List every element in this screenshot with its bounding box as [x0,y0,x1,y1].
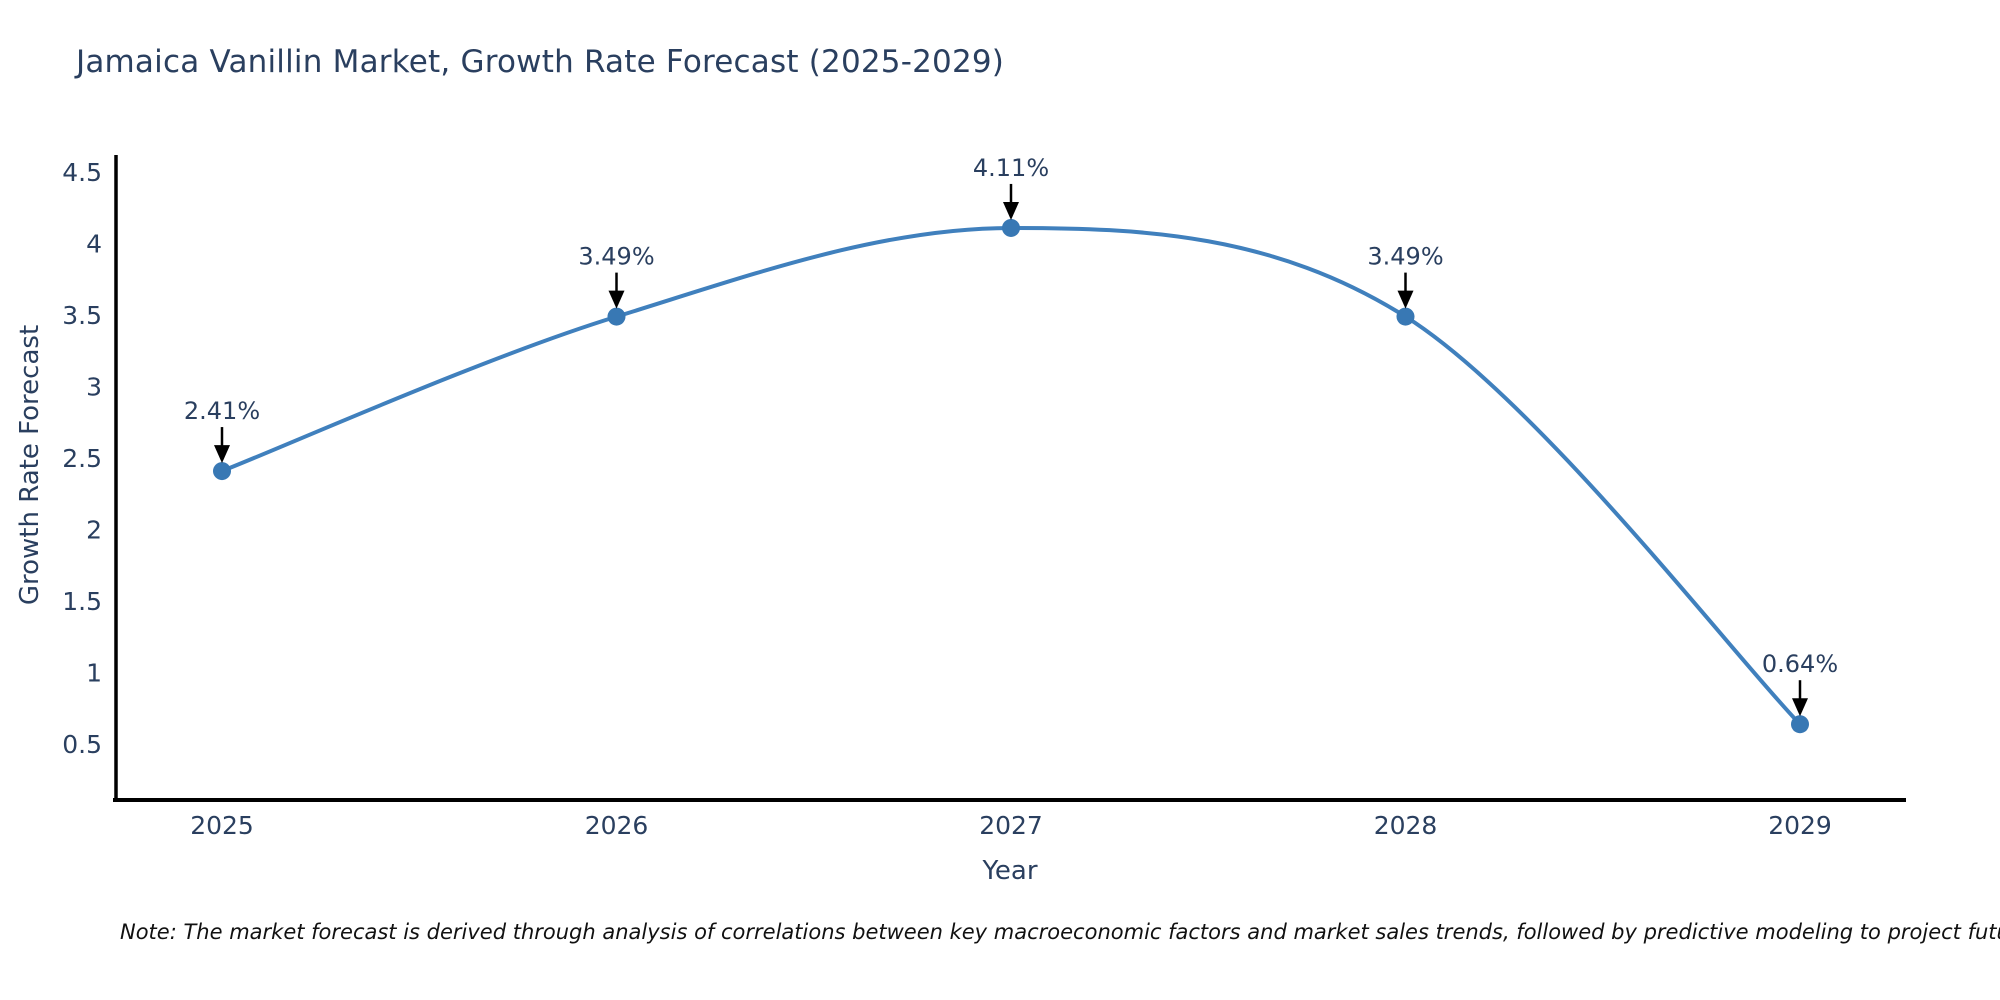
y-tick-label: 1.5 [62,587,102,616]
annotation-arrow-head [608,290,625,309]
footnote: Note: The market forecast is derived thr… [120,920,2000,944]
x-tick-label: 2027 [979,811,1043,840]
y-tick-label: 2.5 [62,444,102,473]
annotation-label: 2.41% [184,397,260,425]
x-tick-label: 2025 [190,811,254,840]
forecast-line [220,225,1802,727]
x-tick-label: 2029 [1768,811,1832,840]
annotation-label: 0.64% [1762,650,1838,678]
y-axis-title: Growth Rate Forecast [15,324,45,606]
x-tick-label: 2028 [1374,811,1438,840]
annotation-label: 3.49% [578,243,654,271]
annotation-label: 3.49% [1367,243,1443,271]
data-point[interactable] [1396,307,1415,326]
annotation-arrow-head [1003,201,1019,220]
y-tick-label: 4.5 [62,158,102,187]
x-tick-label: 2026 [585,811,649,840]
y-tick-label: 4 [86,230,102,259]
y-tick-label: 2 [86,516,102,545]
annotation-arrow-head [1792,698,1808,717]
annotation-arrow-head [1397,290,1414,309]
y-tick-label: 3 [86,373,102,402]
y-tick-label: 3.5 [62,301,102,330]
y-tick-label: 0.5 [62,730,102,759]
annotation-arrow-head [214,445,230,464]
data-point[interactable] [213,462,231,481]
data-point[interactable] [1791,715,1809,734]
data-point[interactable] [607,307,626,326]
y-tick-label: 1 [86,659,102,688]
data-point[interactable] [1002,218,1020,237]
annotation-label: 4.11% [973,154,1049,182]
chart-title: Jamaica Vanillin Market, Growth Rate For… [76,44,1005,80]
x-axis-title: Year [982,856,1038,886]
